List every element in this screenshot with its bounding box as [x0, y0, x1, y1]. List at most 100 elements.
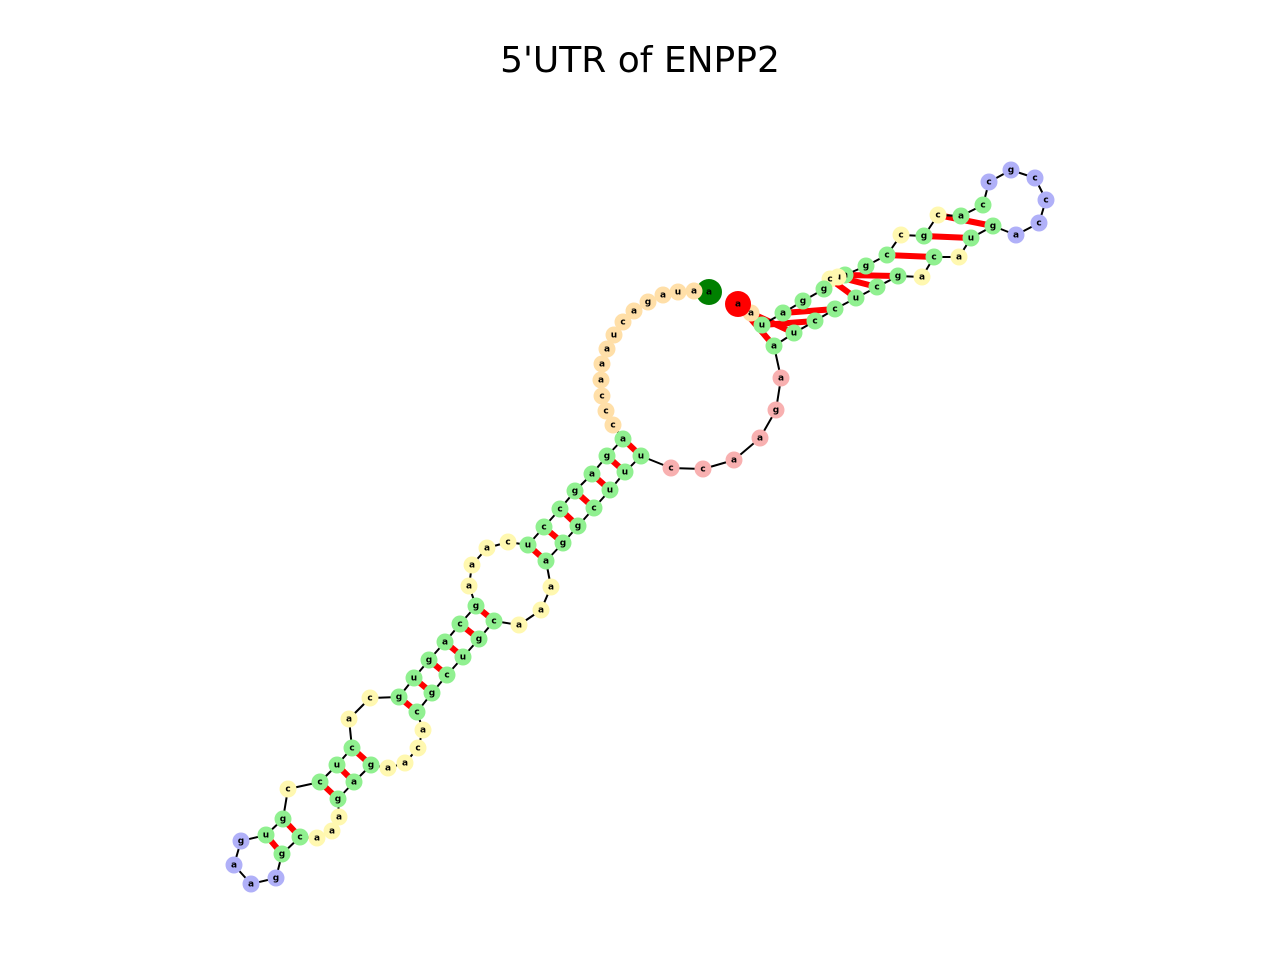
nucleotide-circle	[815, 280, 833, 298]
nucleotide-stem: g	[984, 217, 1002, 235]
nucleotide-label: a	[231, 861, 237, 871]
nucleotide-circle	[470, 630, 488, 648]
nucleotide-circle	[980, 173, 998, 191]
nucleotide-circle	[639, 293, 657, 311]
nucleotide-stem: a	[614, 430, 632, 448]
nucleotide-circle	[929, 206, 947, 224]
nucleotide-label: c	[827, 275, 832, 285]
nucleotide-circle	[436, 633, 454, 651]
nucleotide-circle	[311, 773, 329, 791]
nucleotide-circle	[329, 790, 347, 808]
nucleotide-interior-loop: a	[460, 577, 478, 595]
nucleotide-circle	[878, 246, 896, 264]
nucleotide-label: a	[484, 544, 490, 554]
nucleotide-label: c	[505, 538, 510, 548]
nucleotide-circle	[257, 826, 275, 844]
nucleotide-circle	[593, 387, 611, 405]
nucleotide-hairpin: c	[1026, 169, 1044, 187]
nucleotide-circle	[569, 517, 587, 535]
nucleotide-interior-loop: a	[330, 808, 348, 826]
nucleotide-circle	[767, 401, 785, 419]
nucleotide-label: g	[572, 487, 578, 497]
nucleotide-label: c	[599, 392, 604, 402]
nucleotide-circle	[1007, 226, 1025, 244]
nucleotide-circle	[463, 556, 481, 574]
nucleotide-label: a	[735, 300, 741, 310]
nucleotide-label: a	[956, 253, 962, 263]
nucleotide-stem: g	[857, 257, 875, 275]
nucleotide-circle	[598, 340, 616, 358]
nucleotide-label: c	[603, 407, 608, 417]
nucleotide-label: g	[279, 850, 285, 860]
nucleotide-circle	[925, 248, 943, 266]
nucleotide-circle	[362, 756, 380, 774]
nucleotide-label: c	[367, 694, 372, 704]
nucleotide-circle	[662, 459, 680, 477]
nucleotide-stem: u	[601, 481, 619, 499]
nucleotide-label: g	[821, 285, 827, 295]
nucleotide-circle	[857, 257, 875, 275]
nucleotide-circle	[420, 651, 438, 669]
nucleotide-label: g	[990, 222, 996, 232]
nucleotide-stem: c	[925, 248, 943, 266]
nucleotide-stem: g	[470, 630, 488, 648]
nucleotide-circle	[537, 552, 555, 570]
nucleotide-label: c	[415, 744, 420, 754]
nucleotide-label: g	[238, 837, 244, 847]
nucleotide-circle	[753, 316, 771, 334]
nucleotide-interior-loop: a	[532, 601, 550, 619]
nucleotide-label: g	[426, 656, 432, 666]
nucleotide-stem: u	[632, 447, 650, 465]
nucleotide-interior-loop: a	[323, 822, 341, 840]
nucleotide-label: c	[874, 283, 879, 293]
nucleotide-stem: c	[806, 312, 824, 330]
nucleotide-circle	[232, 832, 250, 850]
nucleotide-circle	[267, 869, 285, 887]
nucleotide-circle	[625, 302, 643, 320]
nucleotide-label: c	[541, 523, 546, 533]
nucleotide-circle	[343, 739, 361, 757]
nucleotide-label: a	[543, 557, 549, 567]
nucleotide-circle	[592, 371, 610, 389]
nucleotide-circle	[345, 773, 363, 791]
nucleotide-label: g	[895, 272, 901, 282]
nucleotide-label: c	[986, 178, 991, 188]
nucleotide-label: a	[442, 638, 448, 648]
nucleotide-interior-loop: a	[396, 754, 414, 772]
nucleotide-interior-loop: c	[279, 780, 297, 798]
nucleotide-circle	[614, 313, 632, 331]
nucleotide-stem: g	[274, 810, 292, 828]
nucleotide-circle	[669, 283, 687, 301]
nucleotide-circle	[915, 227, 933, 245]
nucleotide-circle	[409, 739, 427, 757]
nucleotide-multiloop: a	[772, 369, 790, 387]
nucleotide-label: a	[538, 606, 544, 616]
nucleotide-label: u	[460, 653, 466, 663]
nucleotide-circle	[1030, 214, 1048, 232]
nucleotide-stem: g	[329, 790, 347, 808]
nucleotide-circle	[774, 304, 792, 322]
nucleotide-stem: g	[915, 227, 933, 245]
nucleotide-external: c	[604, 416, 622, 434]
nucleotide-label: c	[931, 253, 936, 263]
nucleotide-label: a	[691, 287, 697, 297]
nucleotide-circle	[323, 822, 341, 840]
nucleotide-label: u	[968, 234, 974, 244]
base-pair-bond	[844, 272, 899, 279]
nucleotide-hairpin: a	[1007, 226, 1025, 244]
nucleotide-stem: g	[598, 447, 616, 465]
nucleotide-interior-loop: a	[463, 556, 481, 574]
nucleotide-circle	[889, 267, 907, 285]
nucleotide-label: a	[757, 434, 763, 444]
nucleotide-label: u	[334, 761, 340, 771]
nucleotide-circle	[451, 615, 469, 633]
nucleotide-hairpin: a	[225, 856, 243, 874]
nucleotide-label: a	[346, 715, 352, 725]
nucleotide-circle	[396, 754, 414, 772]
nucleotide-hairpin: c	[1030, 214, 1048, 232]
nucleotide-interior-loop: a	[414, 721, 432, 739]
nucleotide-stem: u	[405, 669, 423, 687]
nucleotide-circle	[519, 536, 537, 554]
nucleotide-circle	[510, 616, 528, 634]
nucleotide-label: g	[921, 232, 927, 242]
